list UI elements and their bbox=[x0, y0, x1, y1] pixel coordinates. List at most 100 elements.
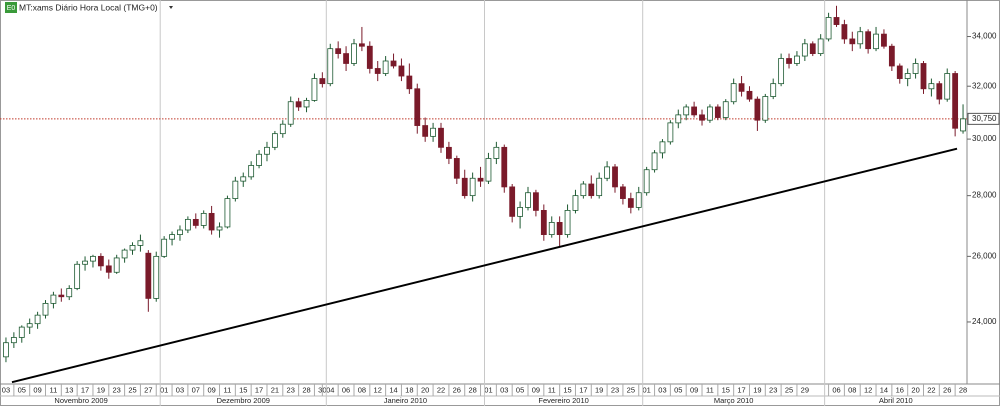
candle-body bbox=[525, 192, 531, 208]
x-tick-label: 27 bbox=[144, 385, 152, 394]
candle-body bbox=[817, 38, 824, 54]
dropdown-arrow[interactable] bbox=[169, 6, 173, 9]
candle-body bbox=[493, 146, 500, 159]
x-tick-label: 03 bbox=[658, 385, 666, 394]
x-tick-label: 04 bbox=[326, 385, 334, 394]
x-tick-label: 15 bbox=[722, 385, 730, 394]
chart-title[interactable]: MT:xams Diário Hora Local (TMG+0) bbox=[19, 2, 158, 12]
candle-body bbox=[896, 65, 903, 79]
candle-body bbox=[540, 210, 547, 235]
candle-body bbox=[335, 48, 342, 54]
x-tick-label: 23 bbox=[611, 385, 619, 394]
candle-body bbox=[200, 212, 207, 226]
x-tick-label: 06 bbox=[832, 385, 840, 394]
x-tick-label: 01 bbox=[642, 385, 650, 394]
candle-body bbox=[264, 146, 270, 155]
y-tick-label: 28,000 bbox=[972, 191, 997, 200]
candle-body bbox=[730, 83, 737, 103]
candle-body bbox=[912, 63, 919, 74]
x-tick-label: 16 bbox=[896, 385, 904, 394]
candle-body bbox=[485, 158, 492, 182]
x-tick-label: 21 bbox=[271, 385, 279, 394]
candle-body bbox=[224, 198, 231, 228]
candle-body bbox=[754, 98, 761, 121]
candle-body bbox=[517, 207, 523, 217]
candle-body bbox=[533, 192, 539, 211]
candle-body bbox=[683, 106, 690, 116]
candle-body bbox=[873, 33, 879, 50]
month-label: Novembro 2009 bbox=[54, 396, 107, 405]
candle-body bbox=[216, 226, 223, 231]
x-tick-label: 11 bbox=[224, 385, 232, 394]
x-tick-label: 20 bbox=[421, 385, 429, 394]
x-tick-label: 05 bbox=[516, 385, 524, 394]
x-tick-label: 25 bbox=[627, 385, 635, 394]
last-price-label: 30,750 bbox=[972, 114, 997, 123]
x-tick-label: 29 bbox=[801, 385, 809, 394]
candle-body bbox=[928, 83, 935, 90]
x-tick-label: 03 bbox=[500, 385, 508, 394]
candle-body bbox=[184, 218, 191, 231]
candle-body bbox=[707, 106, 713, 121]
x-tick-label: 09 bbox=[690, 385, 698, 394]
candle-body bbox=[477, 177, 484, 182]
candle-body bbox=[596, 177, 603, 197]
candle-body bbox=[438, 127, 444, 148]
candle-body bbox=[430, 127, 436, 137]
candle-body bbox=[825, 17, 832, 40]
candle-body bbox=[888, 45, 895, 67]
candle-body bbox=[66, 288, 73, 298]
candle-body bbox=[857, 31, 864, 45]
x-tick-label: 14 bbox=[389, 385, 397, 394]
candle-body bbox=[351, 43, 357, 64]
candle-body bbox=[881, 33, 887, 47]
x-tick-label: 05 bbox=[18, 385, 26, 394]
candle-body bbox=[26, 323, 33, 328]
month-label: Abril 2010 bbox=[879, 396, 913, 405]
candle-body bbox=[248, 165, 255, 178]
x-tick-label: 20 bbox=[911, 385, 919, 394]
x-tick-label: 08 bbox=[848, 385, 856, 394]
candle-body bbox=[374, 68, 381, 74]
candle-body bbox=[327, 48, 334, 85]
x-tick-label: 13 bbox=[65, 385, 73, 394]
candle-body bbox=[192, 218, 199, 226]
candle-body bbox=[58, 294, 65, 298]
candle-body bbox=[390, 60, 397, 67]
candle-body bbox=[161, 238, 168, 257]
candle-body bbox=[904, 73, 911, 79]
candle-body bbox=[651, 152, 658, 171]
candle-body bbox=[10, 337, 17, 344]
candle-body bbox=[580, 183, 587, 197]
candle-body bbox=[358, 43, 365, 47]
candle-body bbox=[588, 183, 595, 197]
x-tick-label: 23 bbox=[287, 385, 295, 394]
candle-body bbox=[295, 101, 302, 108]
candle-body bbox=[936, 83, 943, 100]
x-tick-label: 22 bbox=[437, 385, 445, 394]
candle-body bbox=[208, 212, 215, 231]
candle-body bbox=[920, 63, 927, 90]
candle-body bbox=[461, 177, 468, 197]
candle-body bbox=[778, 58, 785, 85]
x-tick-label: 14 bbox=[880, 385, 888, 394]
candle-body bbox=[801, 43, 808, 57]
x-tick-label: 26 bbox=[943, 385, 951, 394]
candle-body bbox=[414, 88, 421, 126]
candle-body bbox=[18, 326, 25, 338]
candle-body bbox=[343, 53, 349, 64]
candle-body bbox=[398, 65, 405, 77]
candle-body bbox=[952, 73, 959, 129]
candle-body bbox=[762, 96, 769, 121]
candle-body bbox=[169, 234, 175, 240]
candle-body bbox=[279, 123, 286, 135]
x-tick-label: 19 bbox=[97, 385, 105, 394]
candle-body bbox=[422, 125, 429, 137]
x-tick-label: 17 bbox=[579, 385, 587, 394]
month-label: Fevereiro 2010 bbox=[538, 396, 588, 405]
candle-body bbox=[865, 31, 872, 50]
x-tick-label: 17 bbox=[737, 385, 745, 394]
candle-body bbox=[849, 38, 856, 45]
candle-body bbox=[841, 24, 848, 40]
candle-body bbox=[786, 58, 792, 64]
